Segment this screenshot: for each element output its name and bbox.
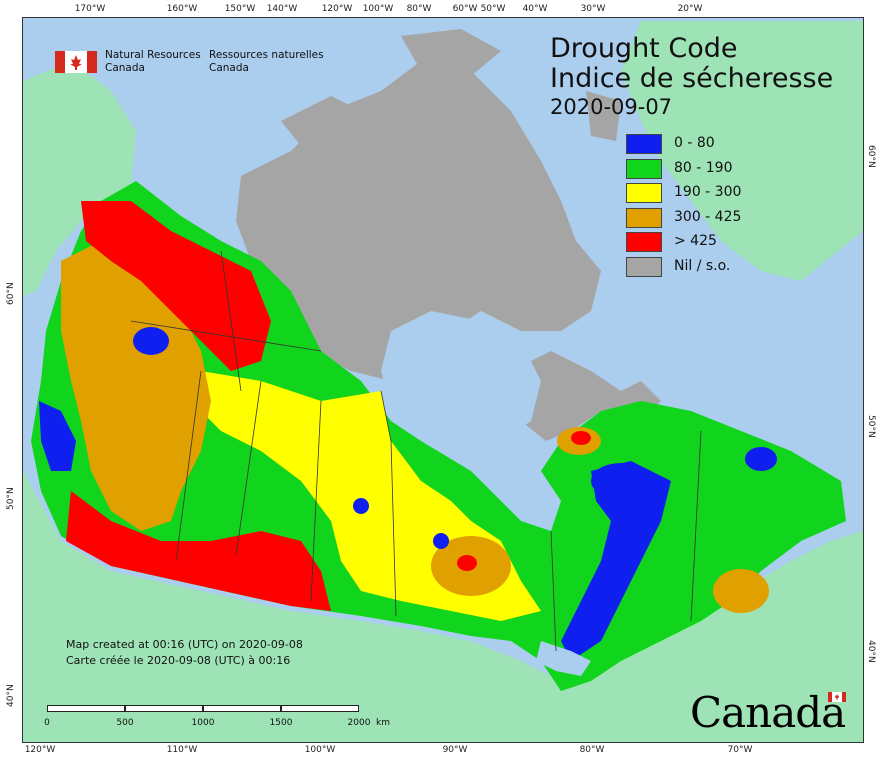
legend-swatch	[626, 158, 662, 179]
graticule-label: 140°W	[266, 4, 298, 14]
class-0-80-region	[433, 533, 449, 549]
credit-fr: Carte créée le 2020-09-08 (UTC) à 00:16	[66, 654, 291, 667]
legend-label: 0 - 80	[674, 135, 715, 151]
graticule-label: 60°W	[452, 4, 478, 14]
class-0-80-region	[591, 463, 651, 499]
class-0-80-region	[745, 447, 777, 471]
class-425-plus-region	[571, 431, 591, 445]
alaska-landmass	[23, 61, 136, 296]
graticule-label: 100°W	[362, 4, 394, 14]
graticule-label: 50°N	[866, 415, 876, 438]
scale-label: 0	[44, 718, 50, 728]
scale-segment	[125, 705, 203, 712]
graticule-label: 150°W	[224, 4, 256, 14]
scale-segment	[47, 705, 125, 712]
northern-quebec-nodata	[511, 351, 661, 441]
class-300-425-region	[713, 569, 769, 613]
graticule-label: 90°W	[442, 745, 468, 755]
map-title-en: Drought Code	[550, 33, 738, 64]
class-0-80-region	[561, 461, 671, 661]
graticule-label: 50°W	[480, 4, 506, 14]
legend-label: > 425	[674, 233, 717, 249]
provincial-boundaries	[130, 250, 702, 652]
scale-label: 2000	[347, 718, 371, 728]
agency-name-fr-line1: Ressources naturelles	[209, 49, 324, 61]
hudson-bay	[381, 311, 541, 441]
legend-swatch	[626, 256, 662, 277]
legend-swatch	[626, 134, 662, 154]
class-425-plus-region	[66, 491, 331, 611]
greenland-landmass	[621, 21, 863, 281]
graticule-label: 60°N	[866, 145, 876, 168]
map-date: 2020-09-07	[550, 95, 673, 119]
scale-segment	[203, 705, 281, 712]
great-lakes	[536, 641, 591, 676]
legend-label: 300 - 425	[674, 208, 742, 225]
arctic-island	[401, 29, 501, 76]
map-canvas: Natural Resources Canada Ressources natu…	[22, 17, 864, 743]
canada-flag-icon	[55, 51, 97, 73]
drought-code-map-svg	[23, 21, 863, 742]
scale-unit: km	[376, 718, 390, 728]
legend-label: 190 - 300	[674, 184, 742, 200]
class-425-plus-region	[81, 201, 271, 371]
graticule-label: 110°W	[166, 745, 198, 755]
graticule-label: 40°N	[866, 640, 876, 663]
scale-label: 1000	[191, 718, 215, 728]
legend-swatch	[626, 183, 662, 203]
graticule-label: 60°N	[6, 282, 16, 305]
graticule-label: 40°W	[522, 4, 548, 14]
class-0-80-region	[353, 498, 369, 514]
graticule-label: 120°W	[321, 4, 353, 14]
usa-landmass	[23, 471, 863, 742]
class-425-plus-region	[457, 555, 477, 571]
scale-segment	[281, 705, 359, 712]
scale-label: 1500	[269, 718, 293, 728]
agency-name-en-line1: Natural Resources	[105, 49, 201, 61]
agency-name-en-line2: Canada	[105, 62, 145, 74]
graticule-label: 160°W	[166, 4, 198, 14]
credit-en: Map created at 00:16 (UTC) on 2020-09-08	[66, 638, 303, 651]
graticule-label: 80°W	[579, 745, 605, 755]
graticule-label: 80°W	[406, 4, 432, 14]
canada-wordmark: Canada	[690, 688, 846, 737]
graticule-label: 170°W	[74, 4, 106, 14]
graticule-label: 70°W	[727, 745, 753, 755]
class-0-80-region	[39, 401, 76, 471]
graticule-label: 100°W	[304, 745, 336, 755]
legend-label: 80 - 190	[674, 159, 733, 176]
graticule-label: 120°W	[24, 745, 56, 755]
legend-label: Nil / s.o.	[674, 257, 731, 274]
legend-swatch	[626, 232, 662, 252]
arctic-island	[281, 96, 361, 146]
graticule-label: 50°N	[6, 487, 16, 510]
arctic-island	[586, 91, 621, 141]
legend-swatch	[626, 207, 662, 228]
class-0-80-region	[133, 327, 169, 355]
scale-bar: 0 500 1000 1500 2000 km	[44, 705, 390, 729]
graticule-label: 20°W	[677, 4, 703, 14]
graticule-label: 30°W	[580, 4, 606, 14]
agency-name-fr-line2: Canada	[209, 62, 249, 74]
wordmark-flag-icon	[828, 692, 846, 702]
map-title-fr: Indice de sécheresse	[550, 63, 834, 94]
scale-label: 500	[116, 718, 134, 728]
graticule-label: 40°N	[6, 684, 16, 707]
